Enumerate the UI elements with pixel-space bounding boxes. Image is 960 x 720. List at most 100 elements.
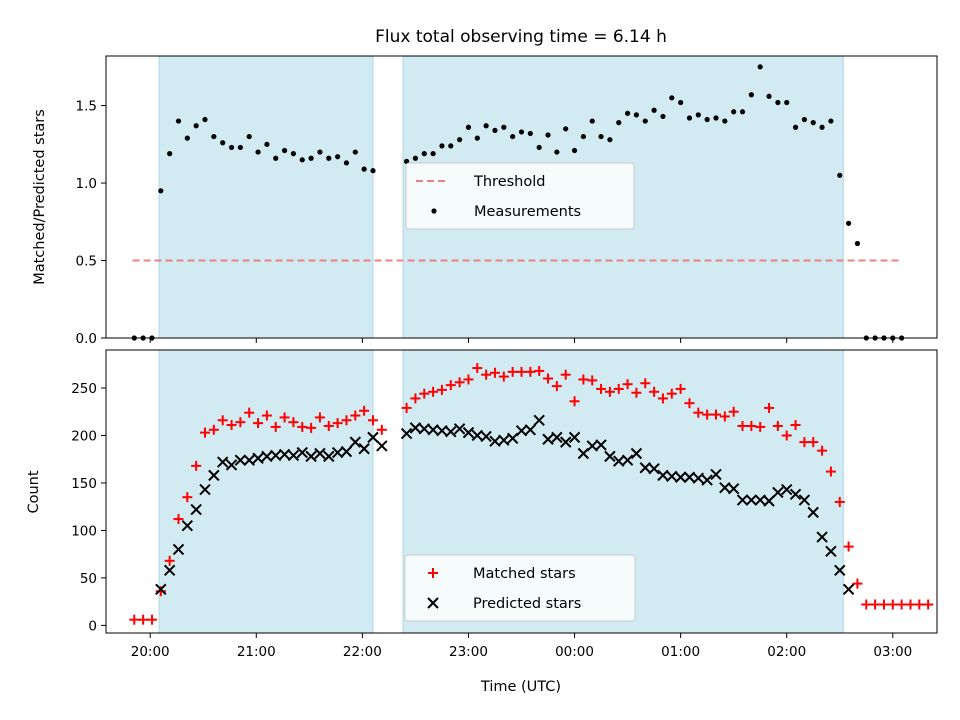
- data-point: [616, 120, 622, 126]
- data-point: [834, 564, 846, 577]
- data-point: [598, 133, 604, 140]
- data-point: [852, 578, 863, 589]
- data-point: [554, 149, 560, 155]
- data-point: [563, 126, 569, 132]
- data-point: [288, 417, 299, 428]
- data-point: [335, 154, 341, 160]
- data-point: [589, 118, 595, 124]
- data-point: [878, 599, 889, 610]
- data-point: [763, 495, 775, 507]
- data-point: [580, 133, 586, 140]
- data-point: [235, 417, 246, 428]
- data-point: [428, 386, 439, 397]
- data-point: [158, 188, 164, 194]
- data-point: [775, 99, 781, 106]
- chart-title: Flux total observing time = 6.14 h: [375, 27, 667, 47]
- x-tick-label: 00:00: [555, 644, 594, 660]
- bottom-y-axis-label: Count: [26, 470, 42, 513]
- data-point: [569, 396, 580, 407]
- data-point: [870, 599, 881, 610]
- top-y-tick-label: 0.0: [76, 331, 97, 347]
- data-point: [483, 123, 489, 129]
- data-point: [704, 116, 710, 123]
- data-point: [710, 409, 721, 420]
- top-legend: Threshold Measurements: [405, 162, 635, 230]
- data-point: [607, 137, 613, 143]
- data-point: [551, 431, 563, 444]
- data-point: [772, 486, 784, 499]
- data-point: [421, 151, 427, 157]
- data-point: [545, 132, 551, 138]
- data-point: [361, 166, 367, 172]
- data-point: [454, 377, 465, 388]
- data-point: [129, 614, 140, 625]
- data-point: [660, 113, 666, 120]
- data-point: [463, 374, 474, 385]
- data-point: [480, 430, 492, 443]
- data-point: [914, 599, 925, 610]
- data-point: [810, 120, 816, 126]
- x-tick-label: 03:00: [873, 644, 912, 660]
- data-point: [719, 411, 730, 422]
- data-point: [781, 430, 792, 441]
- data-point: [340, 445, 353, 458]
- data-point: [510, 133, 516, 140]
- bottom-y-tick-label: 150: [71, 476, 97, 492]
- data-point: [457, 137, 463, 143]
- legend-swatch: [428, 568, 438, 578]
- data-point: [182, 492, 193, 503]
- data-point: [727, 482, 740, 495]
- data-point: [613, 383, 624, 394]
- data-point: [736, 494, 749, 506]
- data-point: [731, 109, 737, 115]
- data-point: [359, 405, 370, 416]
- data-point: [445, 425, 457, 438]
- data-point: [713, 115, 719, 121]
- data-point: [305, 450, 317, 463]
- data-point: [686, 115, 693, 121]
- legend-swatch: [427, 597, 439, 609]
- data-point: [642, 118, 648, 124]
- data-point: [472, 363, 483, 374]
- data-point: [596, 383, 607, 394]
- top-legend-entry: Measurements: [431, 204, 581, 220]
- x-tick-label: 20:00: [131, 644, 170, 660]
- data-point: [208, 424, 219, 435]
- data-point: [630, 447, 643, 460]
- data-point: [208, 469, 220, 482]
- data-point: [352, 149, 358, 155]
- legend-swatch: [431, 208, 437, 214]
- data-point: [184, 135, 190, 141]
- bottom-x-axis-label: Time (UTC): [480, 679, 561, 695]
- data-point: [674, 471, 687, 483]
- data-point: [367, 415, 378, 426]
- data-point: [349, 436, 362, 448]
- data-point: [181, 519, 194, 532]
- data-point: [798, 494, 811, 506]
- data-point: [317, 149, 323, 155]
- data-point: [439, 143, 445, 149]
- legend-label: Threshold: [473, 174, 545, 190]
- data-point: [343, 160, 350, 166]
- top-panel: 0.0 0.5 1.0 1.5 Matched/Predicted stars Thr…: [32, 55, 938, 347]
- x-tick-label: 21:00: [237, 644, 276, 660]
- data-point: [657, 393, 668, 404]
- data-point: [173, 514, 184, 525]
- data-point: [568, 431, 581, 444]
- data-point: [923, 599, 934, 610]
- data-point: [448, 143, 454, 149]
- data-point: [430, 151, 436, 157]
- data-point: [172, 543, 185, 556]
- data-point: [861, 599, 872, 610]
- top-y-axis-label: Matched/Predicted stars: [32, 109, 48, 285]
- bottom-y-tick-label: 50: [80, 571, 97, 587]
- legend-label: Matched stars: [473, 566, 576, 582]
- data-point: [501, 124, 507, 130]
- data-point: [534, 365, 545, 376]
- bottom-legend-entry: Matched stars: [428, 566, 576, 582]
- data-point: [896, 599, 907, 610]
- data-point: [525, 366, 536, 377]
- data-point: [631, 387, 642, 398]
- data-point: [843, 541, 854, 552]
- data-point: [498, 434, 510, 446]
